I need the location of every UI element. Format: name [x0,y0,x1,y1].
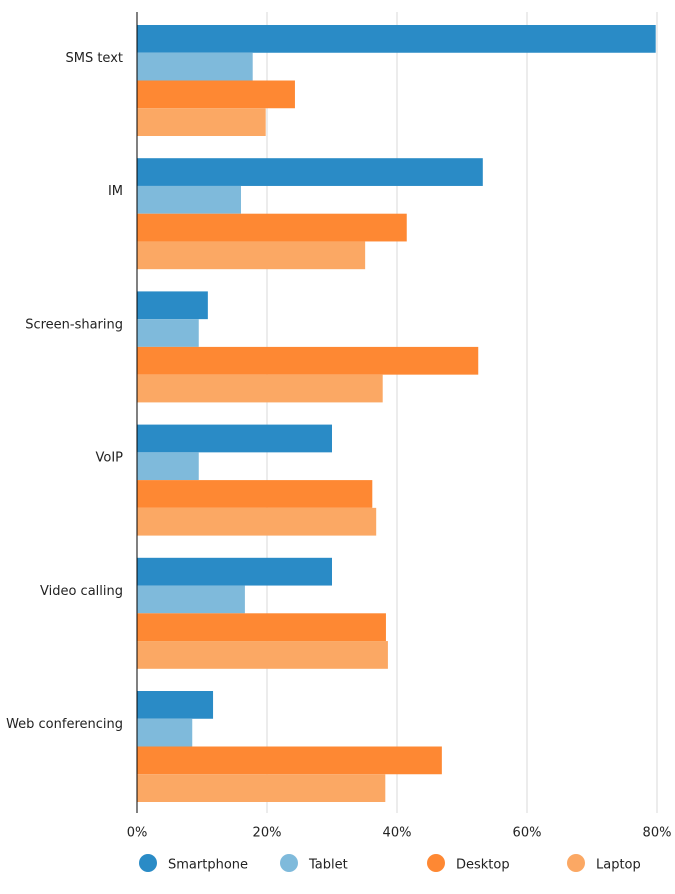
bar-desktop [137,746,442,775]
bar-tablet [137,452,199,481]
gridlines [266,12,658,813]
legend-item-smartphone[interactable]: Smartphone [139,854,248,873]
bar-tablet [137,585,245,614]
x-tick-label: 20% [253,826,282,841]
category-label: Video calling [40,584,123,599]
bars [137,25,656,802]
bar-laptop [137,774,386,802]
bar-group-web-conferencing [137,691,442,802]
bar-smartphone [137,424,332,453]
x-tick-labels: 0% 20% 40% 60% 80% [127,826,672,841]
bar-desktop [137,346,479,375]
category-label: SMS text [65,51,123,66]
bar-group-sms-text [137,25,656,136]
bar-tablet [137,185,241,214]
bar-laptop [137,507,377,536]
legend-item-tablet[interactable]: Tablet [280,854,348,873]
bar-desktop [137,480,373,508]
bar-tablet [137,319,199,347]
bar-laptop [137,641,388,669]
legend-item-desktop[interactable]: Desktop [427,854,510,873]
bar-desktop [137,613,386,642]
bar-laptop [137,374,383,403]
category-label: Screen-sharing [25,317,123,332]
bar-desktop [137,213,407,242]
bar-smartphone [137,291,208,320]
legend-label: Desktop [456,858,510,873]
legend-label: Tablet [308,858,348,873]
legend-marker-icon [427,854,445,872]
bar-laptop [137,241,366,270]
bar-group-im [137,158,483,270]
legend-label: Laptop [596,858,641,873]
legend-marker-icon [139,854,157,872]
bar-smartphone [137,158,483,186]
legend-label: Smartphone [168,858,248,873]
bar-smartphone [137,691,214,719]
legend-marker-icon [280,854,298,872]
x-tick-label: 40% [383,826,412,841]
category-labels: SMS text IM Screen-sharing VoIP Video callin… [6,51,123,732]
legend-marker-icon [567,854,585,872]
bar-group-voip [137,424,377,536]
bar-smartphone [137,25,656,53]
x-tick-label: 60% [513,826,542,841]
legend-item-laptop[interactable]: Laptop [567,854,641,873]
category-label: VoIP [95,451,123,466]
bar-group-video-calling [137,557,388,669]
bar-tablet [137,718,193,747]
bar-tablet [137,52,253,81]
x-tick-label: 80% [643,826,672,841]
category-label: IM [108,184,123,199]
bar-desktop [137,80,295,109]
bar-laptop [137,108,266,136]
x-tick-label: 0% [127,826,148,841]
bar-smartphone [137,557,332,586]
category-label: Web conferencing [6,717,123,732]
legend: Smartphone Tablet Desktop Laptop [139,854,641,873]
bar-group-screen-sharing [137,291,479,403]
